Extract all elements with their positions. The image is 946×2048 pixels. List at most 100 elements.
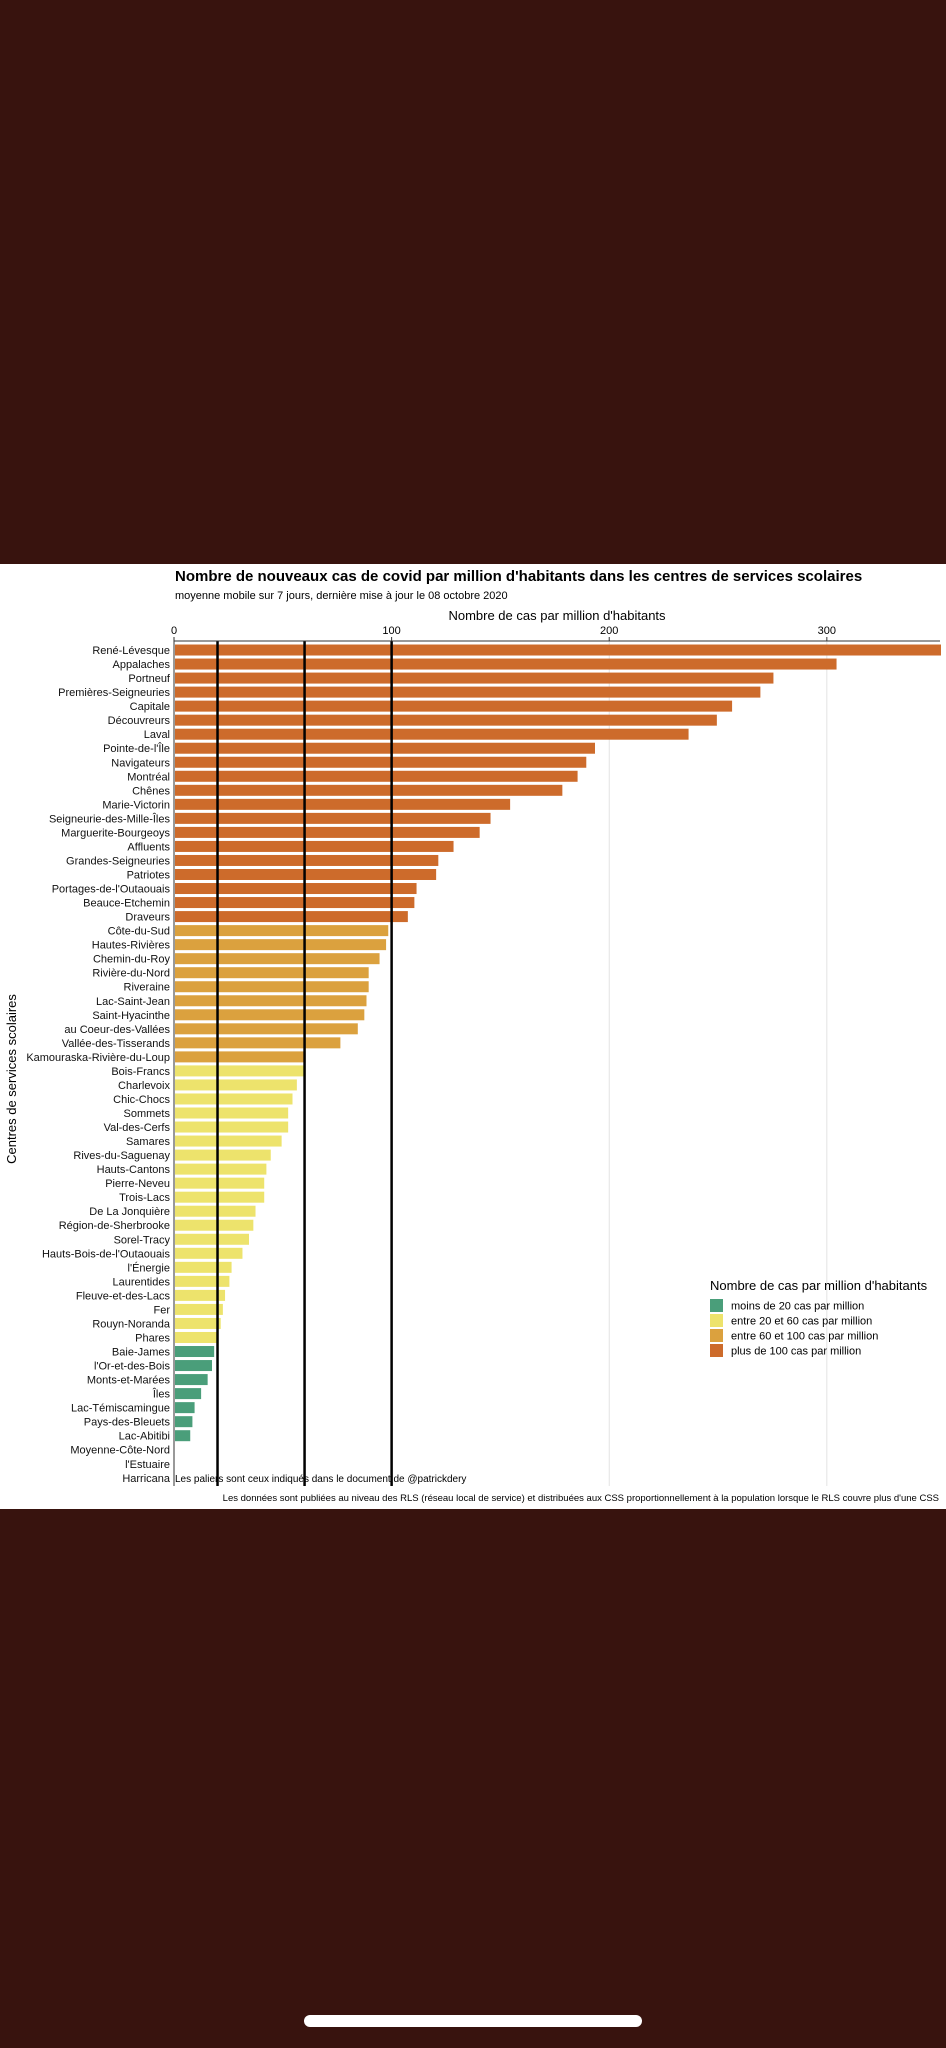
bar [175,967,369,979]
bar [175,714,717,726]
legend-label: moins de 20 cas par million [731,1301,864,1313]
bar [175,686,761,698]
category-label: Chênes [132,785,170,797]
bar [175,658,837,670]
category-label: Marguerite-Bourgeoys [61,827,170,839]
y-axis-label: Centres de services scolaires [4,994,19,1164]
category-label: Kamouraska-Rivière-du-Loup [26,1052,170,1064]
bar [175,1121,289,1133]
bar [175,1388,202,1400]
legend-swatch [710,1299,723,1312]
bar [175,1051,306,1063]
category-label: Sorel-Tracy [114,1234,171,1246]
legend-label: entre 60 et 100 cas par million [731,1331,878,1343]
category-label: Draveurs [125,912,170,924]
category-label: Rives-du-Saguenay [73,1150,170,1162]
x-tick-label: 0 [171,625,177,637]
category-label: Affluents [127,841,170,853]
bar [175,644,941,656]
chart-panel: Nombre de nouveaux cas de covid par mill… [0,564,946,1509]
category-label: Pierre-Neveu [105,1178,170,1190]
category-label: l'Estuaire [125,1459,170,1471]
category-label: De La Jonquière [89,1206,170,1218]
bar [175,1289,226,1301]
category-label: Laval [144,729,170,741]
threshold-lines [216,641,393,1486]
bar [175,1093,293,1105]
category-label: Sommets [124,1108,171,1120]
category-label: Montréal [127,771,170,783]
x-tick-labels: 0 100 200 300 [171,625,836,641]
category-label: Hauts-Bois-de-l'Outaouais [42,1248,171,1260]
category-label: Chic-Chocs [113,1094,170,1106]
bar [175,728,689,740]
category-label: Appalaches [113,659,171,671]
legend-swatch [710,1329,723,1342]
category-label: Laurentides [113,1276,171,1288]
category-label: Beauce-Etchemin [83,898,170,910]
bar [175,1163,267,1175]
category-label: Harricana [122,1473,171,1485]
chart-caption: Les données sont publiées au niveau des … [223,1493,939,1504]
legend-label: entre 20 et 60 cas par million [731,1316,872,1328]
category-label: Vallée-des-Tisserands [62,1038,171,1050]
category-label: Val-des-Cerfs [104,1122,171,1134]
category-label: Baie-James [112,1347,171,1359]
category-label: Pointe-de-l'Île [103,742,170,755]
category-label: Trois-Lacs [119,1192,170,1204]
x-tick-label: 100 [382,625,400,637]
bar [175,1346,215,1358]
legend-swatch [710,1344,723,1357]
bar [175,1023,358,1035]
x-axis-label: Nombre de cas par million d'habitants [448,608,666,623]
category-label: Fer [154,1304,171,1316]
legend-items: moins de 20 cas par million entre 20 et 6… [710,1299,878,1358]
category-labels: René-Lévesque Appalaches Portneuf Premières… [26,645,171,1485]
bar [175,883,417,895]
bar [175,1191,265,1203]
legend-title: Nombre de cas par million d'habitants [710,1278,928,1293]
bar [175,1317,221,1329]
bar [175,1360,212,1372]
bar [175,953,380,965]
legend: Nombre de cas par million d'habitants mo… [710,1278,928,1358]
bar [175,826,480,838]
category-label: Riveraine [124,982,170,994]
category-label: Côte-du-Sud [108,926,170,938]
x-tick-label: 300 [818,625,836,637]
category-label: Lac-Témiscamingue [71,1403,170,1415]
category-label: Seigneurie-des-Mille-Îles [49,812,171,825]
category-label: l'Énergie [128,1261,170,1274]
bar [175,1303,223,1315]
bar [175,1402,195,1414]
bar [175,1065,306,1077]
category-label: Monts-et-Marées [87,1375,171,1387]
category-label: Grandes-Seigneuries [66,855,170,867]
bar [175,1177,265,1189]
bar [175,1149,271,1161]
bar [175,1135,282,1147]
x-tick-label: 200 [600,625,618,637]
bar [175,1416,193,1428]
bar [175,911,408,923]
category-label: Pays-des-Bleuets [84,1417,171,1429]
bar [175,1374,208,1386]
bar [175,1107,289,1119]
bar [175,939,387,951]
category-label: Phares [135,1332,170,1344]
bar [175,784,563,796]
category-label: Charlevoix [118,1080,170,1092]
chart-subtitle: moyenne mobile sur 7 jours, dernière mis… [175,590,508,602]
bar [175,854,439,866]
legend-swatch [710,1314,723,1327]
category-label: Capitale [130,701,170,713]
bar [175,981,369,993]
bar [175,672,774,684]
bar [175,1079,297,1091]
bar [175,1233,249,1245]
bar [175,812,491,824]
category-label: au Coeur-des-Vallées [64,1024,170,1036]
category-label: Chemin-du-Roy [93,954,171,966]
bar [175,925,389,937]
category-label: René-Lévesque [92,645,170,657]
